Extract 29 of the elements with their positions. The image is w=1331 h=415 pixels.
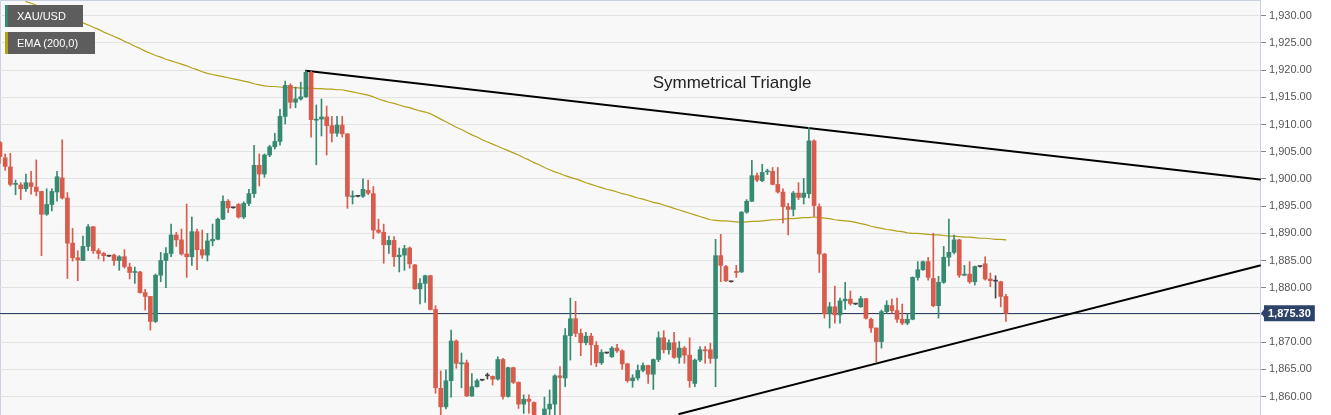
annotation: Symmetrical Triangle — [652, 72, 812, 92]
candlestick — [718, 234, 724, 283]
candlestick — [832, 285, 838, 324]
y-tick-label: 1,870.00 — [1269, 335, 1312, 348]
candlestick — [199, 229, 205, 259]
candlestick — [396, 247, 402, 273]
y-tick-label: 1,895.00 — [1269, 199, 1312, 212]
y-tick-label: 1,890.00 — [1269, 226, 1312, 239]
y-tick-label: 1,880.00 — [1269, 280, 1312, 293]
y-tick-label: 1,930.00 — [1269, 8, 1312, 21]
candlestick — [899, 303, 905, 326]
candlestick — [132, 266, 138, 284]
legend-label: XAU/USD — [17, 10, 66, 22]
y-tick-label: 1,865.00 — [1269, 362, 1312, 375]
y-tick-label: 1,920.00 — [1269, 63, 1312, 76]
y-tick-label: 1,860.00 — [1269, 389, 1312, 402]
y-tick-label: 1,900.00 — [1269, 171, 1312, 184]
candlestick — [733, 265, 739, 278]
y-tick-label: 1,905.00 — [1269, 144, 1312, 157]
ref-line-label: 1,875.30 — [1268, 306, 1311, 319]
candlestick — [313, 104, 319, 166]
legend-label: EMA (200,0) — [17, 37, 79, 49]
candlestick — [526, 394, 532, 414]
candlestick — [18, 182, 24, 200]
y-tick-label: 1,925.00 — [1269, 36, 1312, 48]
y-tick-label: 1,910.00 — [1269, 117, 1312, 130]
candlestick — [28, 171, 34, 195]
y-tick-label: 1,885.00 — [1269, 253, 1312, 266]
y-tick-label: 1,915.00 — [1269, 90, 1312, 103]
